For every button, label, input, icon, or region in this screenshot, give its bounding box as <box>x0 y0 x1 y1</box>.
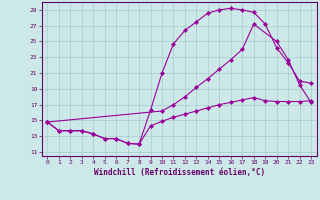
X-axis label: Windchill (Refroidissement éolien,°C): Windchill (Refroidissement éolien,°C) <box>94 168 265 177</box>
